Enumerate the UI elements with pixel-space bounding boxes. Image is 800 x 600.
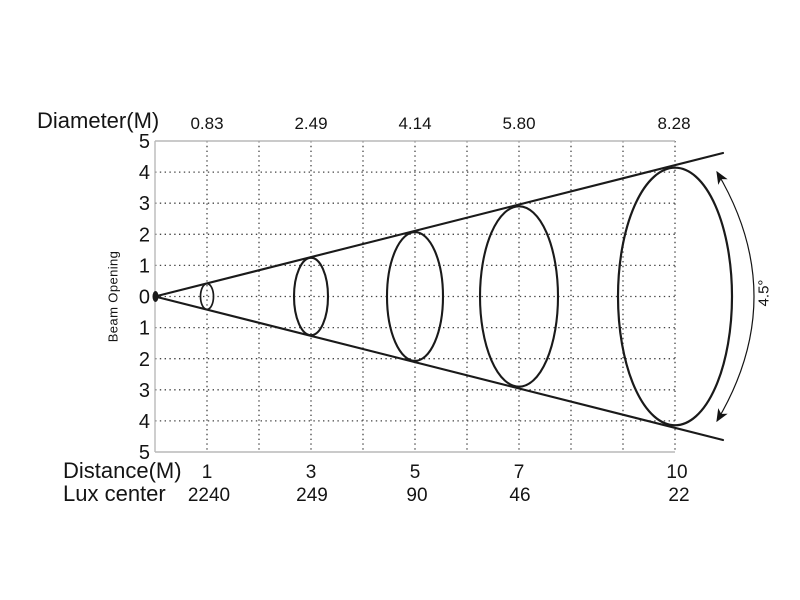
beam-ellipse-d5 — [385, 231, 445, 362]
distance-value: 7 — [514, 462, 525, 483]
lux-value: 22 — [668, 485, 689, 506]
apex-point — [152, 291, 159, 302]
angle-arc — [716, 170, 755, 423]
diameter-value: 8.28 — [657, 114, 690, 133]
distance-value: 5 — [410, 462, 421, 483]
lux-values: 2240 249 90 46 22 — [188, 485, 690, 506]
lux-row-label: Lux center — [63, 481, 166, 506]
diameter-value: 0.83 — [190, 114, 223, 133]
lux-value: 90 — [406, 485, 427, 506]
beam-ellipse-d7 — [478, 205, 560, 388]
y-tick-label: 4 — [139, 411, 150, 433]
lux-value: 46 — [509, 485, 530, 506]
y-tick-label: 4 — [139, 162, 150, 184]
y-tick-label: 3 — [139, 193, 150, 215]
y-tick-label: 0 — [139, 287, 150, 309]
lux-value: 2240 — [188, 485, 230, 506]
beam-ellipses — [199, 166, 734, 427]
diameter-value: 2.49 — [294, 114, 327, 133]
beam-ellipse-d1 — [199, 282, 215, 311]
y-tick-label: 5 — [139, 442, 150, 464]
grid — [155, 141, 676, 452]
beam-ellipse-d10 — [616, 166, 734, 427]
distance-row-label: Distance(M) — [63, 458, 182, 483]
beam-line-upper — [153, 151, 725, 298]
beam-opening-axis-label: Beam Opening — [106, 251, 121, 343]
diameter-value: 5.80 — [502, 114, 535, 133]
y-tick-label: 1 — [139, 318, 150, 340]
diameter-values: 0.83 2.49 4.14 5.80 8.28 — [190, 114, 690, 133]
y-tick-label: 2 — [139, 349, 150, 371]
beam-line-lower — [153, 295, 725, 442]
y-tick-label: 2 — [139, 225, 150, 247]
distance-value: 10 — [666, 462, 687, 483]
y-tick-label: 3 — [139, 380, 150, 402]
y-tick-label: 1 — [139, 256, 150, 278]
distance-value: 1 — [202, 462, 213, 483]
beam-angle-label: 4.5° — [756, 280, 773, 307]
distance-values: 1 3 5 7 10 — [202, 462, 688, 483]
diameter-axis-title: Diameter(M) — [37, 108, 159, 133]
y-axis-ticks: 5 4 3 2 1 0 1 2 3 4 5 — [139, 131, 150, 464]
distance-value: 3 — [306, 462, 317, 483]
lux-value: 249 — [296, 485, 328, 506]
beam-cone — [153, 151, 725, 442]
y-tick-label: 5 — [139, 131, 150, 153]
beam-ellipse-d3 — [292, 256, 330, 337]
diameter-value: 4.14 — [398, 114, 431, 133]
